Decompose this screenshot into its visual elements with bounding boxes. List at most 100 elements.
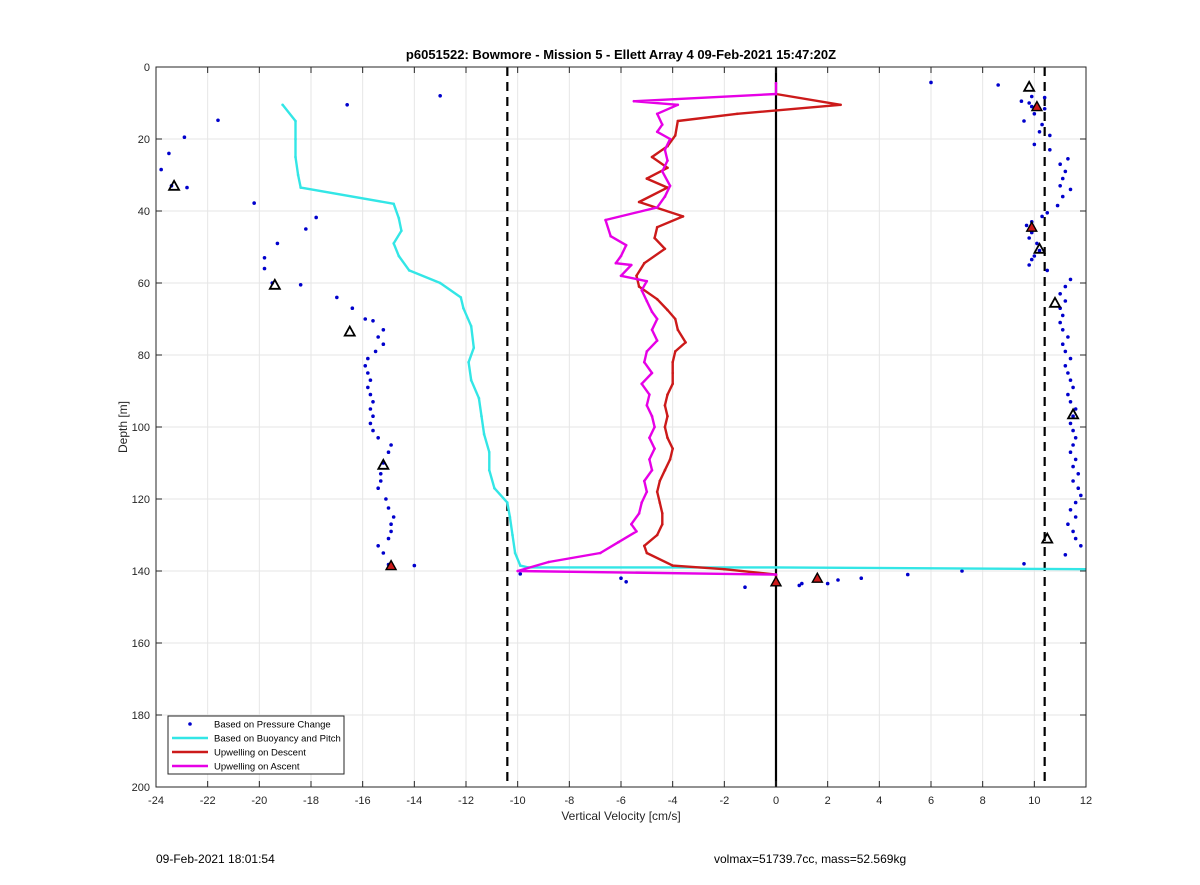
series-point-upwelling-on-ascent xyxy=(599,551,602,555)
series-point-upwelling-on-descent xyxy=(645,551,649,555)
scatter-point xyxy=(1048,148,1052,152)
series-point-upwelling-on-ascent xyxy=(663,148,667,152)
scatter-point xyxy=(1019,99,1024,103)
series-point-based-on-buoyancy-and-pitch xyxy=(397,216,401,220)
series-point-upwelling-on-descent xyxy=(671,447,674,450)
x-tick-label: 6 xyxy=(928,795,934,807)
series-point-upwelling-on-ascent xyxy=(663,195,667,198)
y-tick-label: 180 xyxy=(132,710,150,722)
x-tick-label: -10 xyxy=(510,795,526,807)
series-point-upwelling-on-ascent xyxy=(655,112,659,116)
series-point-upwelling-on-ascent xyxy=(645,299,649,303)
scatter-point xyxy=(836,578,840,582)
x-tick-label: -8 xyxy=(564,795,574,807)
series-point-upwelling-on-ascent xyxy=(642,479,646,483)
series-point-upwelling-on-ascent xyxy=(648,436,651,440)
scatter-point xyxy=(1058,320,1062,325)
series-point-based-on-buoyancy-and-pitch xyxy=(513,551,517,555)
series-point-upwelling-on-ascent xyxy=(619,274,623,278)
series-point-upwelling-on-descent xyxy=(676,328,680,332)
data-layer xyxy=(159,67,1086,787)
scatter-point xyxy=(1058,184,1062,188)
scatter-point xyxy=(859,576,864,580)
series-point-upwelling-on-descent xyxy=(658,479,662,483)
series-point-based-on-buoyancy-and-pitch xyxy=(482,432,486,436)
y-tick-label: 80 xyxy=(138,350,150,362)
scatter-point xyxy=(1040,122,1044,127)
triangle-marker xyxy=(811,571,824,583)
scatter-point xyxy=(825,581,830,586)
scatter-point xyxy=(363,317,368,321)
series-point-upwelling-on-ascent xyxy=(650,310,654,314)
scatter-point xyxy=(391,515,396,519)
series-point-upwelling-on-descent xyxy=(666,436,669,440)
series-point-upwelling-on-ascent xyxy=(614,261,618,265)
series-point-upwelling-on-descent xyxy=(671,564,674,567)
scatter-point xyxy=(1068,378,1073,383)
scatter-point xyxy=(1068,400,1073,404)
scatter-point xyxy=(252,201,256,205)
series-point-upwelling-on-ascent xyxy=(655,206,659,209)
footer-info: volmax=51739.7cc, mass=52.569kg xyxy=(714,852,907,866)
x-tick-label: -20 xyxy=(251,795,267,807)
series-point-upwelling-on-ascent xyxy=(547,560,550,564)
scatter-point xyxy=(1073,536,1078,541)
series-point-upwelling-on-ascent xyxy=(655,317,659,321)
triangle-marker xyxy=(1025,220,1038,232)
scatter-point xyxy=(371,414,375,419)
series-point-based-on-buoyancy-and-pitch xyxy=(508,515,512,519)
scatter-point xyxy=(381,328,386,332)
scatter-point xyxy=(368,392,373,397)
scatter-point xyxy=(1027,236,1031,240)
scatter-point xyxy=(381,551,386,555)
scatter-point xyxy=(1071,385,1075,390)
series-point-based-on-buoyancy-and-pitch xyxy=(397,254,401,258)
series-point-based-on-buoyancy-and-pitch xyxy=(392,202,395,206)
scatter-point xyxy=(1066,522,1070,526)
scatter-point xyxy=(1063,364,1068,368)
series-point-upwelling-on-ascent xyxy=(648,458,651,461)
series-point-upwelling-on-ascent xyxy=(624,243,628,247)
scatter-point xyxy=(373,349,378,354)
scatter-point xyxy=(1060,342,1065,347)
legend: Based on Pressure Change Based on Buoyanc… xyxy=(167,715,345,775)
series-point-upwelling-on-ascent xyxy=(635,530,638,533)
scatter-point xyxy=(371,428,375,433)
scatter-point xyxy=(368,407,373,411)
scatter-point xyxy=(438,94,442,98)
scatter-point xyxy=(1073,500,1078,505)
scatter-point xyxy=(1037,130,1042,134)
series-point-upwelling-on-descent xyxy=(635,274,638,278)
scatter-point xyxy=(1048,133,1052,138)
series-point-based-on-buoyancy-and-pitch xyxy=(296,173,300,177)
scatter-point xyxy=(1066,392,1070,397)
scatter-point xyxy=(1073,457,1078,462)
series-point-based-on-buoyancy-and-pitch xyxy=(462,306,465,310)
scatter-point xyxy=(304,227,308,231)
x-tick-label: -2 xyxy=(719,795,729,807)
scatter-point xyxy=(384,497,388,501)
series-point-based-on-buoyancy-and-pitch xyxy=(487,450,491,454)
series-point-upwelling-on-descent xyxy=(655,297,659,301)
scatter-point xyxy=(1022,119,1026,123)
scatter-point xyxy=(376,544,380,548)
series-point-upwelling-on-descent xyxy=(650,155,654,159)
series-point-upwelling-on-ascent xyxy=(637,512,641,515)
chart-title: p6051522: Bowmore - Mission 5 - Ellett A… xyxy=(406,47,836,62)
x-tick-label: 12 xyxy=(1080,795,1092,807)
series-point-upwelling-on-ascent xyxy=(655,130,659,134)
series-point-upwelling-on-descent xyxy=(673,134,677,137)
scatter-point xyxy=(386,450,391,455)
series-point-upwelling-on-descent xyxy=(642,544,646,548)
triangle-marker xyxy=(769,575,783,587)
series-point-upwelling-on-ascent xyxy=(774,573,778,576)
series-point-upwelling-on-ascent xyxy=(666,159,669,162)
legend-marker xyxy=(188,722,192,726)
scatter-point xyxy=(185,185,189,190)
open-triangle-marker xyxy=(1022,79,1036,92)
open-triangle-marker xyxy=(167,178,181,191)
scatter-point xyxy=(376,335,380,339)
series-point-upwelling-on-descent xyxy=(637,285,641,288)
scatter-point xyxy=(1060,194,1065,199)
